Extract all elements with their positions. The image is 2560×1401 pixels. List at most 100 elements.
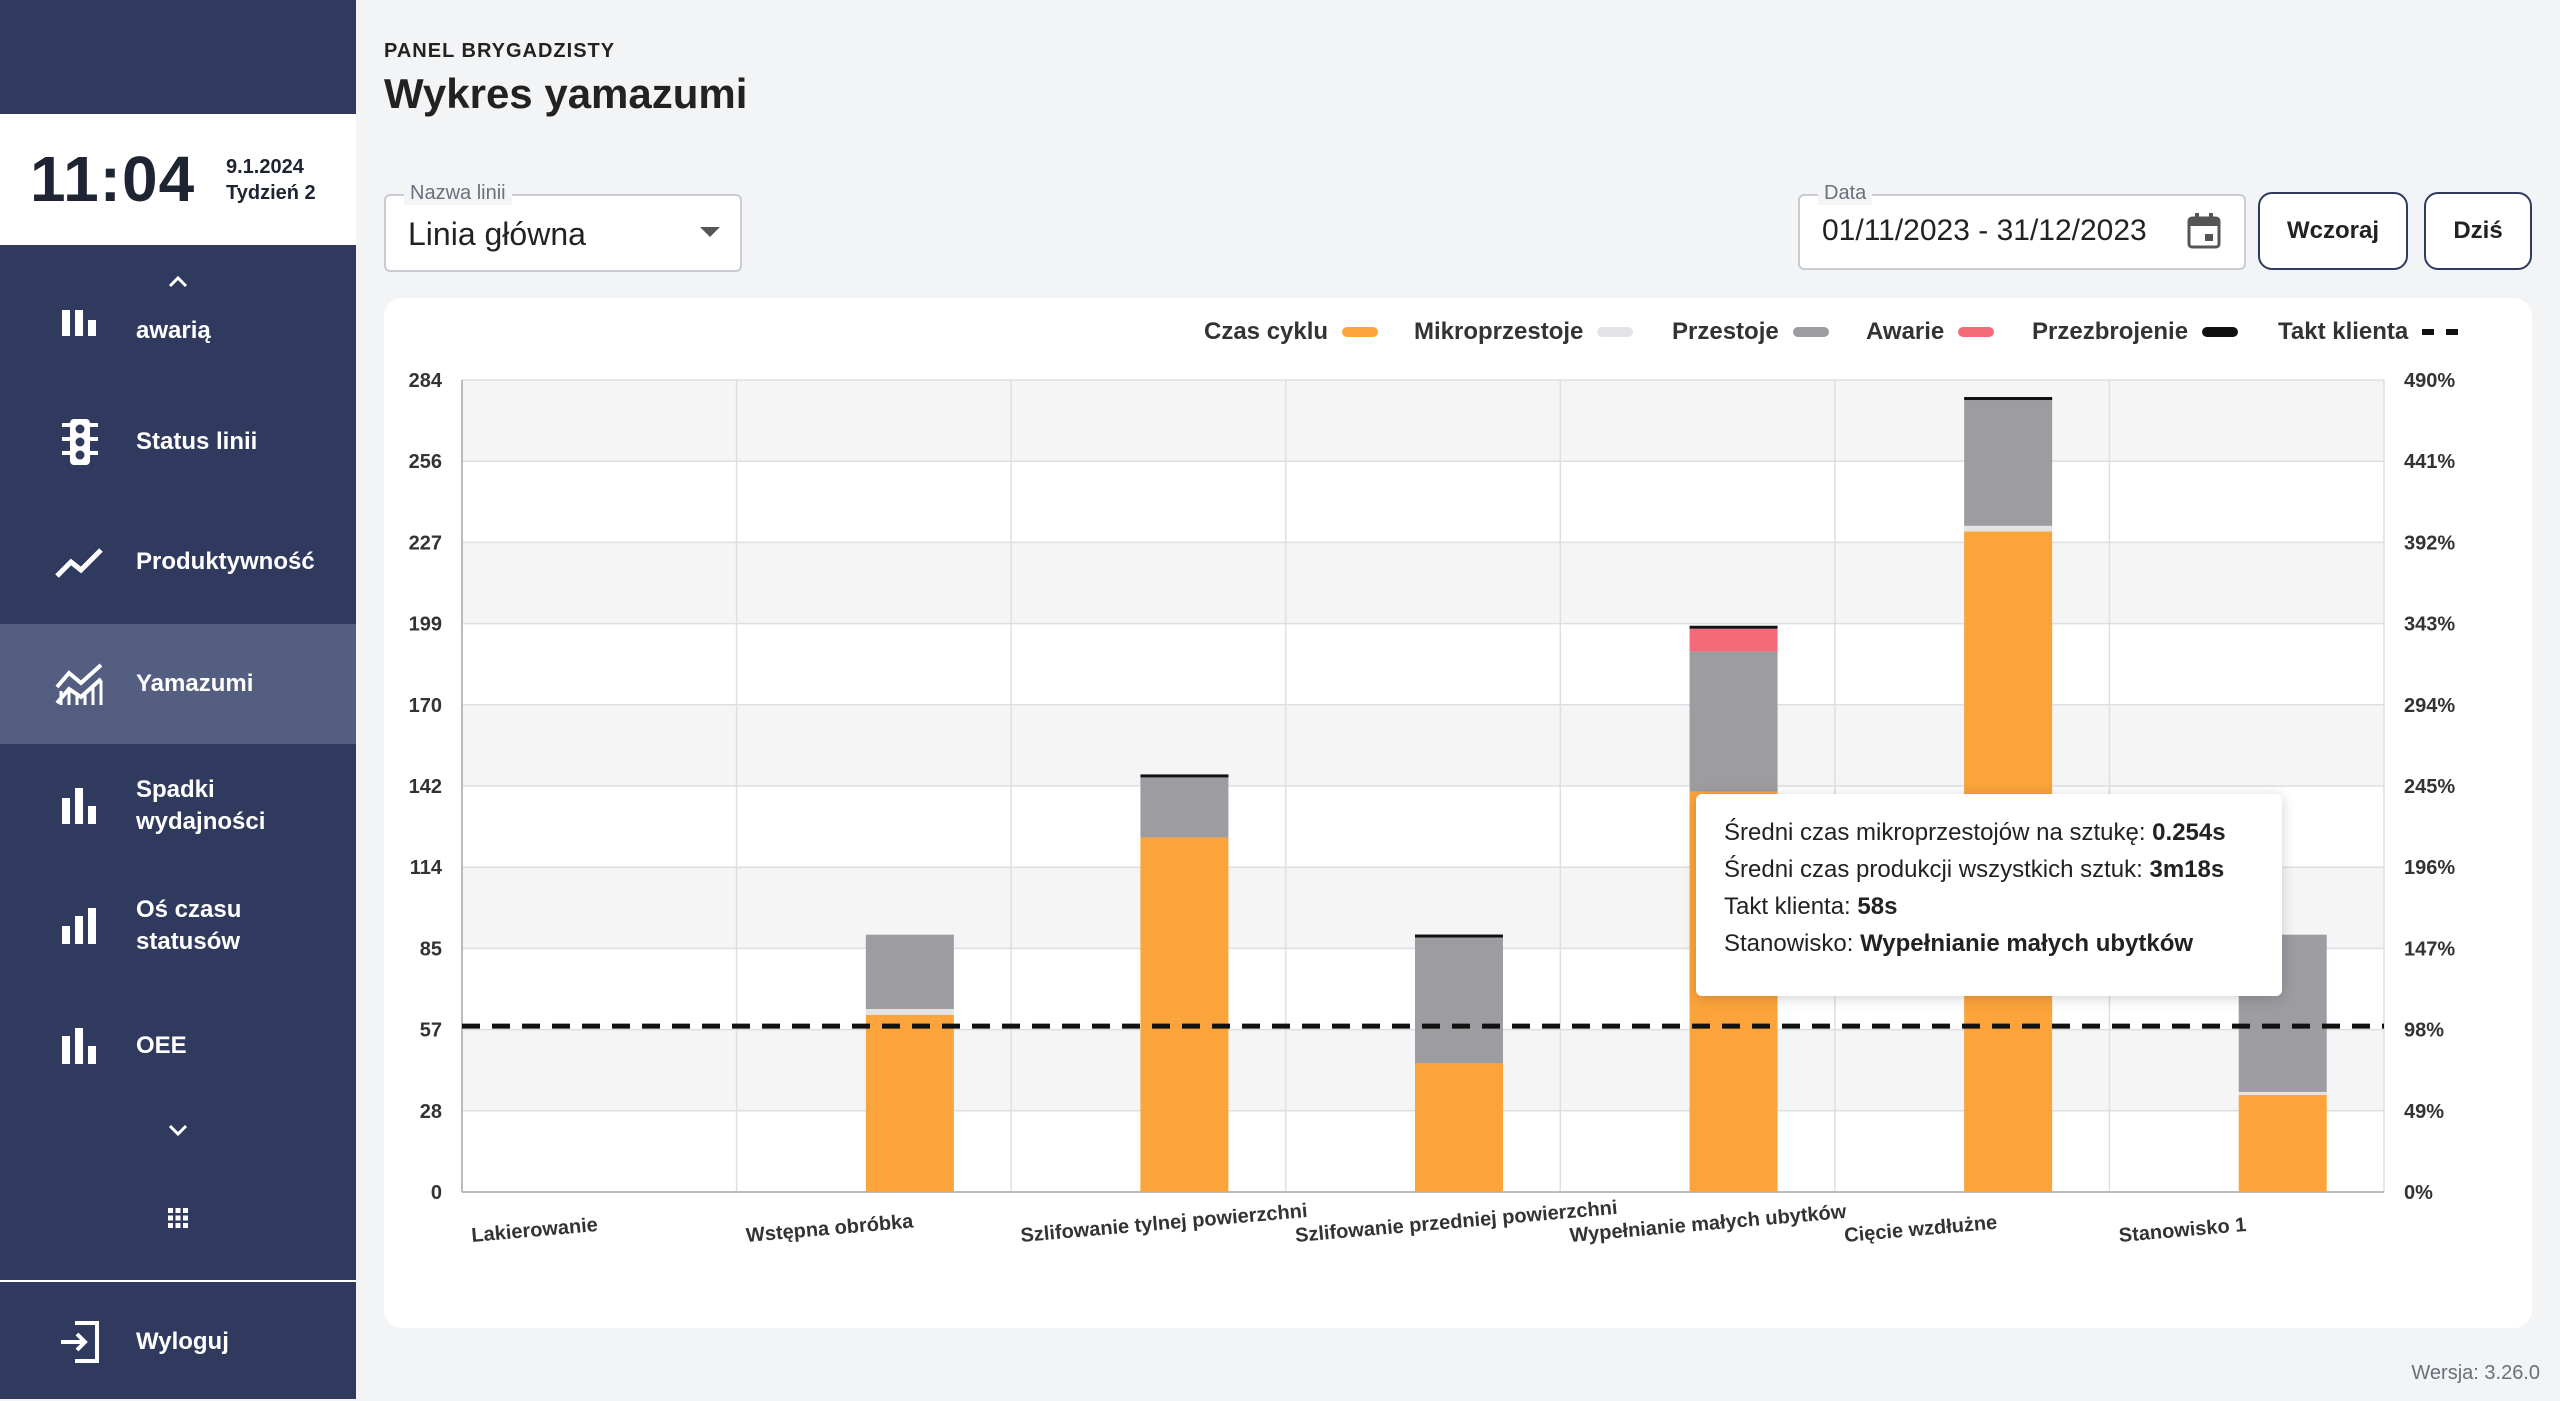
tooltip-line-station: Stanowisko: Wypełnianie małych ubytków xyxy=(1724,930,2194,957)
legend-swatch xyxy=(1958,327,1995,337)
today-button[interactable]: Dziś xyxy=(2424,192,2532,270)
clock-date: 9.1.2024 Tydzień 2 xyxy=(226,154,316,206)
bar-segment-downtime xyxy=(1415,937,1503,1064)
bar-segment-downtime xyxy=(1689,651,1778,792)
trending-up-icon xyxy=(52,534,108,590)
y-right-tick-label: 343% xyxy=(2404,614,2455,636)
sidebar-item-label: Yamazumi xyxy=(136,670,254,697)
clock-panel: 11:04 9.1.2024 Tydzień 2 xyxy=(0,114,356,245)
bar-segment-changeover xyxy=(1415,934,1503,938)
x-tick-label: Szlifowanie tylnej powierzchni xyxy=(1020,1200,1309,1247)
legend-swatch xyxy=(1342,327,1379,337)
area-chart-icon xyxy=(52,656,108,712)
sidebar-item-label: Oś czasu statusów xyxy=(136,896,242,955)
bar-chart-icon xyxy=(52,778,108,834)
bar-segment-downtime xyxy=(865,934,954,1010)
bar-segment-changeover xyxy=(1964,397,2053,401)
legend-swatch xyxy=(2202,327,2239,337)
bar-segment-cycle xyxy=(2238,1094,2327,1192)
logout-button[interactable]: Wyloguj xyxy=(0,1280,356,1401)
x-tick-label: Lakierowanie xyxy=(471,1214,599,1247)
legend-item-changeover[interactable]: Przezbrojenie xyxy=(2032,318,2239,346)
sidebar-item-produktywnosc[interactable]: Produktywność xyxy=(0,502,356,622)
legend-swatch xyxy=(1597,327,1634,337)
y-tick-label: 142 xyxy=(409,776,442,798)
line-select[interactable]: Nazwa linii Linia główna xyxy=(384,182,742,272)
y-tick-label: 114 xyxy=(410,857,443,879)
bar-segment-micro xyxy=(2238,1091,2327,1095)
tooltip-line-micro: Średni czas mikroprzestojów na sztukę: 0… xyxy=(1724,819,2226,846)
legend-swatch xyxy=(1792,327,1829,337)
caret-down-icon xyxy=(700,226,720,244)
y-right-tick-label: 147% xyxy=(2404,938,2455,960)
sidebar-item-awaria[interactable]: awarią xyxy=(0,280,356,390)
traffic-light-icon xyxy=(52,414,108,470)
sidebar-item-label: Spadki wydajności xyxy=(136,776,266,835)
sidebar: 11:04 9.1.2024 Tydzień 2 awarią Status l… xyxy=(0,0,356,1399)
y-right-tick-label: 245% xyxy=(2404,776,2455,798)
sidebar-item-spadki-wydajnosci[interactable]: Spadki wydajności xyxy=(0,746,356,866)
date-range-value: 01/11/2023 - 31/12/2023 xyxy=(1822,214,2147,247)
legend-label: Przezbrojenie xyxy=(2032,318,2189,345)
y-right-tick-label: 392% xyxy=(2404,532,2455,554)
y-tick-label: 57 xyxy=(420,1020,442,1042)
x-tick-label: Cięcie wzdłużne xyxy=(1843,1212,1998,1247)
y-right-tick-label: 490% xyxy=(2404,370,2455,392)
bar-segment-cycle xyxy=(865,1014,954,1192)
version-label: Wersja: 3.26.0 xyxy=(2411,1362,2540,1384)
sidebar-item-yamazumi[interactable]: Yamazumi xyxy=(0,624,356,744)
legend-label: Czas cyklu xyxy=(1204,318,1329,345)
y-tick-label: 227 xyxy=(409,532,442,554)
scroll-up-icon[interactable] xyxy=(160,266,196,296)
grid-band xyxy=(462,704,2384,786)
chart-tooltip: Średni czas mikroprzestojów na sztukę: 0… xyxy=(1696,794,2282,996)
page-overline: PANEL BRYGADZISTY xyxy=(384,40,616,62)
legend-label: Przestoje xyxy=(1672,318,1779,345)
legend-item-failure[interactable]: Awarie xyxy=(1866,318,1995,346)
sidebar-item-label: awarią xyxy=(136,317,211,344)
x-tick-label: Stanowisko 1 xyxy=(2118,1214,2247,1247)
current-date: 9.1.2024 xyxy=(226,156,304,178)
date-range-label: Data xyxy=(1818,182,1873,205)
date-range-field[interactable]: Data 01/11/2023 - 31/12/2023 xyxy=(1798,182,2246,270)
apps-grid-icon[interactable] xyxy=(160,1200,196,1236)
y-tick-label: 256 xyxy=(409,451,442,473)
y-right-tick-label: 49% xyxy=(2404,1101,2444,1123)
y-tick-label: 284 xyxy=(409,370,443,392)
y-tick-label: 28 xyxy=(420,1101,442,1123)
line-select-value: Linia główna xyxy=(408,216,586,252)
bar-chart-icon xyxy=(52,1018,108,1074)
yesterday-button[interactable]: Wczoraj xyxy=(2258,192,2408,270)
bar-chart-icon xyxy=(52,292,108,348)
line-select-label: Nazwa linii xyxy=(404,182,512,205)
bar-segment-downtime xyxy=(1140,777,1229,838)
y-right-tick-label: 441% xyxy=(2404,451,2455,473)
chart-legend: Czas cyklu Mikroprzestoje Przestoje Awar… xyxy=(384,298,2532,358)
current-week: Tydzień 2 xyxy=(226,182,316,204)
legend-item-cycle[interactable]: Czas cyklu xyxy=(1204,318,1379,346)
legend-item-takt[interactable]: Takt klienta xyxy=(2278,318,2459,346)
y-right-tick-label: 98% xyxy=(2404,1020,2444,1042)
bar-chart-icon xyxy=(52,898,108,954)
bar-segment-micro xyxy=(1964,525,2053,532)
y-tick-label: 85 xyxy=(420,938,442,960)
sidebar-item-status-linii[interactable]: Status linii xyxy=(0,382,356,502)
sidebar-item-label: Status linii xyxy=(136,428,258,455)
logout-label: Wyloguj xyxy=(136,1327,229,1355)
legend-label: Mikroprzestoje xyxy=(1414,318,1584,345)
calendar-icon[interactable] xyxy=(2186,212,2222,255)
grid-band xyxy=(462,542,2384,624)
legend-item-micro[interactable]: Mikroprzestoje xyxy=(1414,318,1634,346)
y-right-tick-label: 0% xyxy=(2404,1182,2433,1204)
grid-band xyxy=(462,380,2384,462)
bar-segment-changeover xyxy=(1140,774,1229,778)
scroll-down-icon[interactable] xyxy=(160,1116,196,1146)
y-tick-label: 0 xyxy=(431,1182,442,1204)
legend-item-downtime[interactable]: Przestoje xyxy=(1672,318,1829,346)
bar-segment-downtime xyxy=(1964,400,2053,526)
x-tick-label: Wstępna obróbka xyxy=(745,1210,915,1247)
sidebar-item-os-czasu-statusow[interactable]: Oś czasu statusów xyxy=(0,866,356,986)
sidebar-item-oee[interactable]: OEE xyxy=(0,986,356,1106)
bar-segment-changeover xyxy=(1689,625,1778,629)
y-right-tick-label: 294% xyxy=(2404,695,2455,717)
